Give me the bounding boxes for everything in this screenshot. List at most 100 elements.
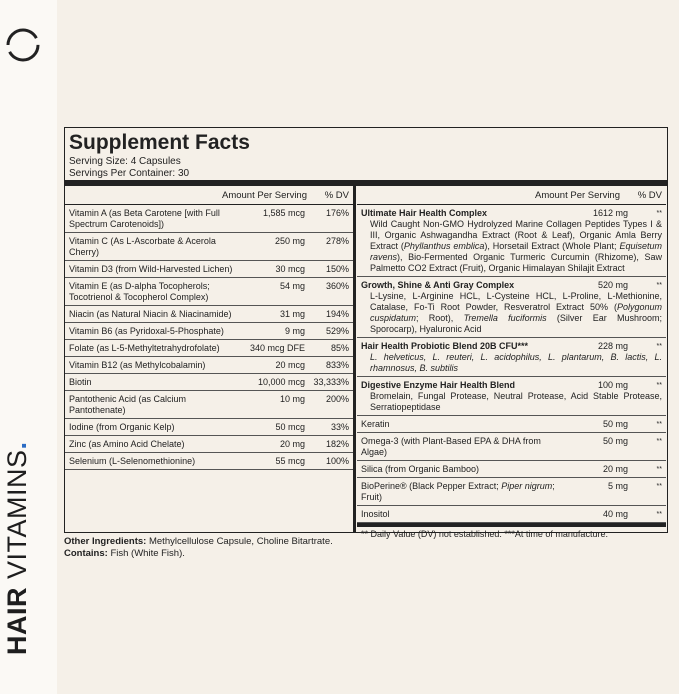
ingredient-line: Hair Health Probiotic Blend 20B CFU*** 22… <box>361 341 662 352</box>
ingredient-line: Ultimate Hair Health Complex 1612 mg ** <box>361 208 662 219</box>
amount: 10,000 mcg <box>257 377 305 387</box>
text: Keratin <box>361 419 390 429</box>
nutrient-row: Selenium (L-Selenomethionine) 55 mcg 100% <box>65 453 353 470</box>
daily-value: ** <box>656 511 662 518</box>
ingredient-name: Digestive Enzyme Hair Health Blend <box>361 380 558 391</box>
nutrient-row: Zinc (as Amino Acid Chelate) 20 mg 182% <box>65 436 353 453</box>
ingredient-name: BioPerine® (Black Pepper Extract; Piper … <box>361 481 558 503</box>
daily-value: 194% <box>325 309 349 319</box>
side-strip <box>0 0 57 694</box>
amount: 50 mg <box>602 419 628 429</box>
amount: 40 mg <box>602 509 628 519</box>
daily-value: ** <box>656 382 662 389</box>
nutrient-name: Zinc (as Amino Acid Chelate) <box>69 439 185 449</box>
other-ingredients: Other Ingredients: Methylcellulose Capsu… <box>64 536 333 547</box>
italic-text: L. helveticus, L. reuteri, L. acidophilu… <box>370 352 662 373</box>
ingredient-row: Silica (from Organic Bamboo) 20 mg ** <box>357 461 666 478</box>
italic-text: Phyllanthus emblica <box>403 241 485 251</box>
label: Contains: <box>64 548 108 559</box>
ingredient-name: Hair Health Probiotic Blend 20B CFU*** <box>361 341 558 352</box>
amount: 31 mg <box>279 309 305 319</box>
nutrient-name: Vitamin B6 (as Pyridoxal-5-Phosphate) <box>69 326 224 336</box>
daily-value: 278% <box>325 236 349 246</box>
daily-value: 833% <box>325 360 349 370</box>
text: Hair Health Probiotic Blend 20B CFU*** <box>361 341 529 351</box>
daily-value: 360% <box>325 281 349 291</box>
daily-value: ** <box>656 210 662 217</box>
servings-per-container: Servings Per Container: 30 <box>69 168 190 179</box>
amount: 50 mg <box>602 436 628 446</box>
ingredient-detail: L. helveticus, L. reuteri, L. acidophilu… <box>361 352 662 374</box>
panel-title: Supplement Facts <box>69 131 250 154</box>
text: Inositol <box>361 509 390 519</box>
ingredient-line: Silica (from Organic Bamboo) 20 mg ** <box>361 464 662 475</box>
nutrient-row: Vitamin A (as Beta Carotene [with Full S… <box>65 205 353 233</box>
ingredient-name: Silica (from Organic Bamboo) <box>361 464 558 475</box>
daily-value: 33,333% <box>313 377 349 387</box>
text: ), Bio-Fermented Organic Turmeric Curcum… <box>370 252 662 273</box>
nutrient-name: Folate (as L-5-Methyltetrahydrofolate) <box>69 343 220 353</box>
text: Bromelain, Fungal Protease, Neutral Prot… <box>370 391 662 412</box>
text: Growth, Shine & Anti Gray Complex <box>361 280 515 290</box>
nutrient-row: Vitamin B12 (as Methylcobalamin) 20 mcg 83… <box>65 357 353 374</box>
nutrient-name: Selenium (L-Selenomethionine) <box>69 456 196 466</box>
footnote: ** Daily Value (DV) not established. ***… <box>361 529 608 539</box>
nutrient-name: Iodine (from Organic Kelp) <box>69 422 175 432</box>
ingredient-line: Inositol 40 mg ** <box>361 509 662 520</box>
daily-value: ** <box>656 421 662 428</box>
nutrient-row: Pantothenic Acid (as Calcium Pantothenat… <box>65 391 353 419</box>
daily-value: ** <box>656 343 662 350</box>
amount: 9 mg <box>284 326 305 336</box>
daily-value: 150% <box>325 264 349 274</box>
ingredient-line: Digestive Enzyme Hair Health Blend 100 mg… <box>361 380 662 391</box>
nutrient-row: Vitamin E (as D-alpha Tocopherols; Tocot… <box>65 278 353 306</box>
nutrient-row: Vitamin B6 (as Pyridoxal-5-Phosphate) 9 m… <box>65 323 353 340</box>
ingredient-row: Hair Health Probiotic Blend 20B CFU*** 22… <box>357 338 666 377</box>
daily-value: 100% <box>325 456 349 466</box>
nutrient-name: Vitamin C (As L-Ascorbate & Acerola Cher… <box>69 236 216 257</box>
nutrient-row: Niacin (as Natural Niacin & Niacinamide)… <box>65 306 353 323</box>
text: Wild Caught Non-GMO Hydrolyzed Marine Co… <box>370 219 662 251</box>
daily-value: 85% <box>330 343 349 353</box>
ingredient-detail: Bromelain, Fungal Protease, Neutral Prot… <box>361 391 662 413</box>
ingredient-row: Growth, Shine & Anti Gray Complex 520 mg *… <box>357 277 666 338</box>
rule <box>357 523 666 527</box>
amount: 228 mg <box>597 341 628 351</box>
daily-value: 529% <box>325 326 349 336</box>
text: Methylcellulose Capsule, Choline Bitartr… <box>148 536 333 547</box>
text: BioPerine® (Black Pepper Extract; <box>361 481 502 491</box>
column-divider <box>353 180 356 532</box>
dv-header: % DV <box>324 190 349 201</box>
amount: 520 mg <box>597 280 628 290</box>
ingredient-row: Digestive Enzyme Hair Health Blend 100 mg… <box>357 377 666 416</box>
text: ; Root), <box>416 313 464 323</box>
left-column: Amount Per Serving % DV Vitamin A (as Beta… <box>65 186 353 470</box>
dv-header: % DV <box>637 190 662 201</box>
italic-text: Polygonum cuspidatum <box>370 302 662 323</box>
serving-size: Serving Size: 4 Capsules <box>69 156 181 167</box>
text: Silica (from Organic Bamboo) <box>361 464 480 474</box>
label: Other Ingredients: <box>64 536 147 547</box>
italic-text: Piper nigrum <box>501 481 553 491</box>
amount: 55 mcg <box>275 456 305 466</box>
amount: 20 mcg <box>275 360 305 370</box>
nutrient-name: Biotin <box>69 377 92 387</box>
nutrient-row: Vitamin D3 (from Wild-Harvested Lichen) 3… <box>65 261 353 278</box>
amount: 10 mg <box>279 394 305 404</box>
ingredient-name: Ultimate Hair Health Complex <box>361 208 558 219</box>
text: ), Horsetail Extract (Whole Plant; <box>484 241 620 251</box>
daily-value: 182% <box>325 439 349 449</box>
daily-value: 33% <box>330 422 349 432</box>
ingredient-name: Omega-3 (with Plant-Based EPA & DHA from… <box>361 436 558 458</box>
logo-ring <box>6 28 40 62</box>
ingredient-row: Omega-3 (with Plant-Based EPA & DHA from… <box>357 433 666 461</box>
daily-value: ** <box>656 282 662 289</box>
text: (Silver Ear Mushroom; Sporocarp), Hyalur… <box>370 313 662 334</box>
nutrient-name: Vitamin D3 (from Wild-Harvested Lichen) <box>69 264 233 274</box>
amount-header: Amount Per Serving <box>534 190 620 201</box>
ingredient-name: Inositol <box>361 509 558 520</box>
ingredient-line: BioPerine® (Black Pepper Extract; Piper … <box>361 481 662 503</box>
amount: 100 mg <box>597 380 628 390</box>
daily-value: ** <box>656 466 662 473</box>
